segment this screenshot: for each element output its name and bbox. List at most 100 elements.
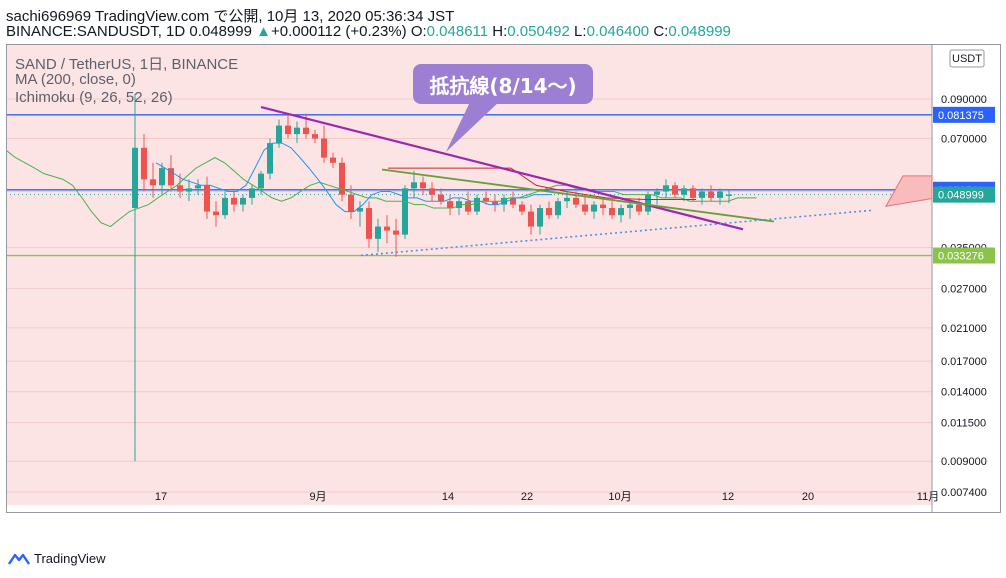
legend-ichimoku: Ichimoku (9, 26, 52, 26) bbox=[15, 89, 173, 106]
candle-body bbox=[528, 211, 534, 227]
y-tick-label: 0.007400 bbox=[941, 487, 987, 499]
candle-body bbox=[483, 197, 489, 202]
ichimoku-cloud bbox=[885, 175, 933, 207]
x-tick-label: 11月 bbox=[917, 491, 939, 503]
candle-body bbox=[132, 147, 138, 209]
candle-body bbox=[564, 197, 570, 202]
price-label-box bbox=[933, 186, 995, 203]
candle-body bbox=[204, 185, 210, 212]
candle-body bbox=[402, 188, 408, 235]
candle-body bbox=[474, 197, 480, 212]
candle-body bbox=[591, 204, 597, 212]
time-axis-background bbox=[6, 505, 932, 513]
candle-body bbox=[186, 188, 192, 192]
currency-badge-box bbox=[949, 49, 985, 68]
x-tick-label: 22 bbox=[521, 491, 533, 503]
candle-body bbox=[546, 208, 552, 216]
x-tick-label: 10月 bbox=[608, 491, 631, 503]
candle-body bbox=[699, 191, 705, 198]
candle-body bbox=[645, 194, 651, 212]
candle-body bbox=[438, 194, 444, 202]
candle-body bbox=[348, 194, 354, 212]
candle-body bbox=[339, 162, 345, 195]
candle-body bbox=[420, 182, 426, 189]
low-value: 0.046400 bbox=[586, 23, 650, 40]
currency-badge: USDT bbox=[952, 53, 982, 65]
candle-body bbox=[213, 211, 219, 216]
resistance-callout[interactable]: 抵抗線(8/14〜) bbox=[413, 64, 593, 104]
x-tick-label: 12 bbox=[722, 491, 734, 503]
symbol: BINANCE:SANDUSDT, 1D bbox=[6, 23, 186, 40]
candle-body bbox=[357, 208, 363, 212]
candle-body bbox=[393, 230, 399, 235]
candle-body bbox=[330, 157, 336, 163]
candle-body bbox=[249, 188, 255, 198]
candle-body bbox=[141, 147, 147, 180]
up-arrow-icon: ▲ bbox=[256, 23, 271, 40]
candle-body bbox=[411, 182, 417, 189]
tenkan-line bbox=[155, 142, 552, 213]
candle-body bbox=[609, 208, 615, 216]
candle-body bbox=[312, 134, 318, 139]
brand-name: TradingView bbox=[34, 551, 106, 566]
y-tick-label: 0.014000 bbox=[941, 387, 987, 399]
price-label-text: 0.033276 bbox=[938, 251, 984, 263]
legend-ma: MA (200, close, 0) bbox=[15, 71, 136, 88]
price-label-box bbox=[933, 106, 995, 123]
candle-body bbox=[168, 168, 174, 186]
candle-body bbox=[447, 201, 453, 209]
open-label: O: bbox=[410, 23, 427, 40]
close-label: C: bbox=[653, 23, 669, 40]
candle-body bbox=[690, 188, 696, 198]
candle-body bbox=[456, 201, 462, 209]
y-tick-label: 0.011500 bbox=[941, 418, 986, 430]
close-value: 0.048999 bbox=[668, 23, 731, 40]
candle-body bbox=[501, 197, 507, 205]
y-tick-label: 0.021000 bbox=[941, 323, 987, 335]
high-label: H: bbox=[492, 23, 508, 40]
candle-body bbox=[492, 201, 498, 205]
open-value: 0.048611 bbox=[426, 23, 489, 40]
candle-body bbox=[573, 197, 579, 205]
y-tick-label: 0.070000 bbox=[941, 134, 987, 146]
tradingview-logo-icon bbox=[8, 553, 30, 565]
x-tick-label: 17 bbox=[155, 491, 167, 503]
tradingview-footer[interactable]: TradingView bbox=[8, 551, 106, 566]
price-change: +0.000112 (+0.23%) bbox=[270, 23, 407, 40]
ohlc-header: BINANCE:SANDUSDT, 1D 0.048999 ▲+0.000112… bbox=[6, 23, 731, 40]
candle-body bbox=[258, 173, 264, 189]
candle-body bbox=[510, 197, 516, 205]
candle-body bbox=[285, 125, 291, 135]
candle-body bbox=[681, 188, 687, 195]
candle-body bbox=[627, 204, 633, 209]
high-value: 0.050492 bbox=[507, 23, 570, 40]
low-label: L: bbox=[574, 23, 587, 40]
kijun-line bbox=[388, 167, 696, 201]
candle-body bbox=[240, 197, 246, 205]
candle-body bbox=[303, 127, 309, 135]
candle-body bbox=[708, 191, 714, 198]
y-tick-label: 0.017000 bbox=[941, 356, 987, 368]
candle-body bbox=[636, 204, 642, 212]
candle-body bbox=[321, 138, 327, 158]
candle-body bbox=[717, 191, 723, 198]
candle-body bbox=[150, 179, 156, 186]
chart-frame bbox=[6, 44, 1001, 513]
publish-info: sachi696969 TradingView.com で公開, 10月 13,… bbox=[6, 8, 455, 25]
x-tick-label: 9月 bbox=[309, 491, 326, 503]
x-tick-label: 14 bbox=[442, 491, 454, 503]
price-chart[interactable]: 179月142210月122011月0.0900000.0700000.0500… bbox=[6, 44, 1001, 513]
legend-title: SAND / TetherUS, 1日, BINANCE bbox=[15, 56, 239, 73]
last-price: 0.048999 bbox=[189, 23, 252, 40]
candle-body bbox=[537, 208, 543, 227]
candle-body bbox=[177, 185, 183, 192]
candle-body bbox=[375, 226, 381, 239]
candle-body bbox=[672, 185, 678, 195]
candle-body bbox=[618, 208, 624, 216]
candle-body bbox=[429, 188, 435, 195]
ma200-line bbox=[6, 149, 757, 228]
candle-body bbox=[663, 185, 669, 192]
y-tick-label: 0.090000 bbox=[941, 94, 987, 106]
candle-body bbox=[384, 226, 390, 231]
descending-trendline bbox=[381, 168, 775, 223]
